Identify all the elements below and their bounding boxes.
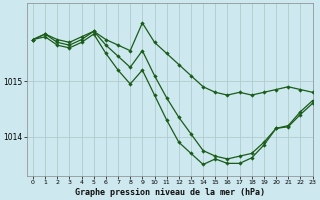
- X-axis label: Graphe pression niveau de la mer (hPa): Graphe pression niveau de la mer (hPa): [75, 188, 265, 197]
